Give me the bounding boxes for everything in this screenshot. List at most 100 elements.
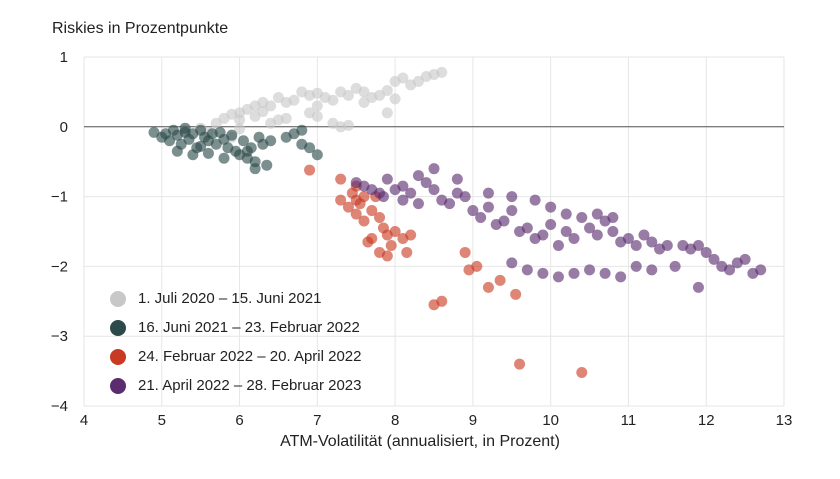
data-point — [164, 135, 176, 147]
data-point — [358, 191, 370, 203]
data-point — [584, 264, 596, 276]
data-point — [630, 260, 642, 272]
data-point — [521, 264, 533, 276]
x-tick-label: 5 — [158, 412, 166, 429]
data-point — [436, 295, 448, 307]
data-point — [237, 135, 249, 147]
data-point — [249, 163, 261, 175]
y-tick-label: −3 — [51, 328, 68, 345]
data-point — [397, 180, 409, 192]
data-point — [459, 191, 471, 203]
data-point — [576, 212, 588, 224]
data-point — [482, 201, 494, 213]
data-point — [296, 138, 308, 150]
data-point — [257, 105, 269, 117]
data-point — [692, 281, 704, 293]
legend-dot-3 — [110, 348, 126, 365]
x-tick-label: 6 — [235, 412, 243, 429]
data-point — [265, 100, 277, 112]
legend-item-1: 1. Juli 2020 – 15. Juni 2021 — [110, 284, 362, 313]
data-point — [202, 147, 214, 159]
data-point — [385, 239, 397, 251]
data-point — [195, 140, 207, 152]
data-point — [552, 271, 564, 283]
y-tick-label: −4 — [51, 398, 68, 415]
data-point — [234, 114, 246, 126]
data-point — [381, 250, 393, 262]
y-tick-label: −2 — [51, 258, 68, 275]
data-point — [358, 86, 370, 98]
data-point — [261, 159, 273, 171]
data-point — [401, 246, 413, 258]
series-2 — [148, 122, 323, 175]
data-point — [405, 187, 417, 199]
data-points — [148, 66, 767, 378]
data-point — [381, 107, 393, 119]
data-point — [444, 198, 456, 210]
data-point — [389, 226, 401, 237]
data-point — [591, 229, 603, 241]
data-point — [560, 208, 572, 220]
data-point — [692, 239, 704, 251]
data-point — [482, 187, 494, 199]
data-point — [545, 201, 557, 213]
data-point — [218, 152, 230, 164]
data-point — [397, 194, 409, 206]
data-point — [537, 229, 549, 241]
data-point — [739, 253, 751, 265]
data-point — [708, 253, 720, 265]
data-point — [342, 201, 354, 213]
data-point — [428, 163, 440, 175]
data-point — [482, 281, 494, 293]
data-point — [436, 66, 448, 78]
data-point — [358, 96, 370, 108]
data-point — [506, 191, 518, 203]
data-point — [311, 100, 323, 112]
x-tick-label: 11 — [621, 412, 637, 429]
data-point — [374, 212, 386, 224]
data-point — [494, 274, 506, 286]
data-point — [311, 149, 323, 161]
x-tick-labels: 4 5 6 7 8 9 10 11 12 13 — [80, 412, 793, 429]
y-tick-labels: 1 0 −1 −2 −3 −4 — [51, 49, 68, 415]
data-point — [335, 194, 347, 206]
data-point — [498, 215, 510, 227]
data-point — [288, 94, 300, 106]
data-point — [304, 164, 316, 176]
data-point — [568, 232, 580, 244]
x-tick-label: 7 — [313, 412, 321, 429]
data-point — [362, 236, 374, 248]
data-point — [560, 226, 572, 237]
data-point — [459, 246, 471, 258]
legend-label-3: 24. Februar 2022 – 20. April 2022 — [138, 348, 362, 365]
legend-label-1: 1. Juli 2020 – 15. Juni 2021 — [138, 290, 322, 307]
legend: 1. Juli 2020 – 15. Juni 2021 16. Juni 20… — [110, 284, 362, 400]
data-point — [335, 173, 347, 185]
data-point — [537, 267, 549, 279]
data-point — [179, 122, 191, 134]
data-point — [171, 145, 183, 157]
data-point — [377, 191, 389, 203]
y-axis-title: Riskies in Prozentpunkte — [52, 20, 229, 37]
data-point — [381, 85, 393, 97]
data-point — [607, 226, 619, 237]
data-point — [327, 94, 339, 106]
x-tick-label: 9 — [469, 412, 477, 429]
y-tick-label: −1 — [51, 189, 68, 206]
data-point — [529, 194, 541, 206]
data-point — [350, 208, 362, 220]
legend-dot-2 — [110, 319, 126, 336]
data-point — [510, 288, 522, 300]
data-point — [397, 72, 409, 84]
data-point — [506, 257, 518, 269]
data-point — [607, 212, 619, 224]
data-point — [311, 110, 323, 122]
x-tick-label: 4 — [80, 412, 88, 429]
x-tick-label: 8 — [391, 412, 399, 429]
data-point — [389, 93, 401, 105]
data-point — [552, 239, 564, 251]
data-point — [342, 119, 354, 131]
data-point — [475, 212, 487, 224]
data-point — [661, 239, 673, 251]
